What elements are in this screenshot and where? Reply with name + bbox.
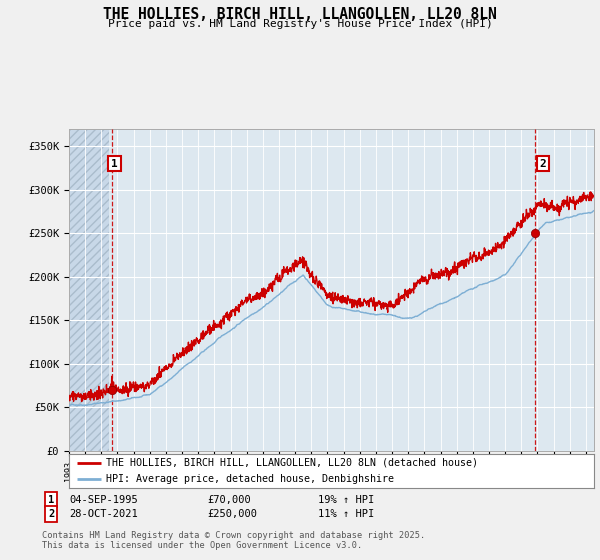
Text: 28-OCT-2021: 28-OCT-2021 <box>69 509 138 519</box>
Text: 11% ↑ HPI: 11% ↑ HPI <box>318 509 374 519</box>
Text: 1: 1 <box>48 494 54 505</box>
Text: THE HOLLIES, BIRCH HILL, LLANGOLLEN, LL20 8LN: THE HOLLIES, BIRCH HILL, LLANGOLLEN, LL2… <box>103 7 497 22</box>
Text: £250,000: £250,000 <box>207 509 257 519</box>
Bar <box>69 129 109 451</box>
Text: Contains HM Land Registry data © Crown copyright and database right 2025.
This d: Contains HM Land Registry data © Crown c… <box>42 531 425 550</box>
Text: 2: 2 <box>48 509 54 519</box>
Text: THE HOLLIES, BIRCH HILL, LLANGOLLEN, LL20 8LN (detached house): THE HOLLIES, BIRCH HILL, LLANGOLLEN, LL2… <box>106 458 478 468</box>
Text: £70,000: £70,000 <box>207 494 251 505</box>
Text: HPI: Average price, detached house, Denbighshire: HPI: Average price, detached house, Denb… <box>106 474 394 484</box>
Text: 2: 2 <box>539 158 546 169</box>
Text: Price paid vs. HM Land Registry's House Price Index (HPI): Price paid vs. HM Land Registry's House … <box>107 19 493 29</box>
Text: 04-SEP-1995: 04-SEP-1995 <box>69 494 138 505</box>
Text: 19% ↑ HPI: 19% ↑ HPI <box>318 494 374 505</box>
Text: 1: 1 <box>111 158 118 169</box>
